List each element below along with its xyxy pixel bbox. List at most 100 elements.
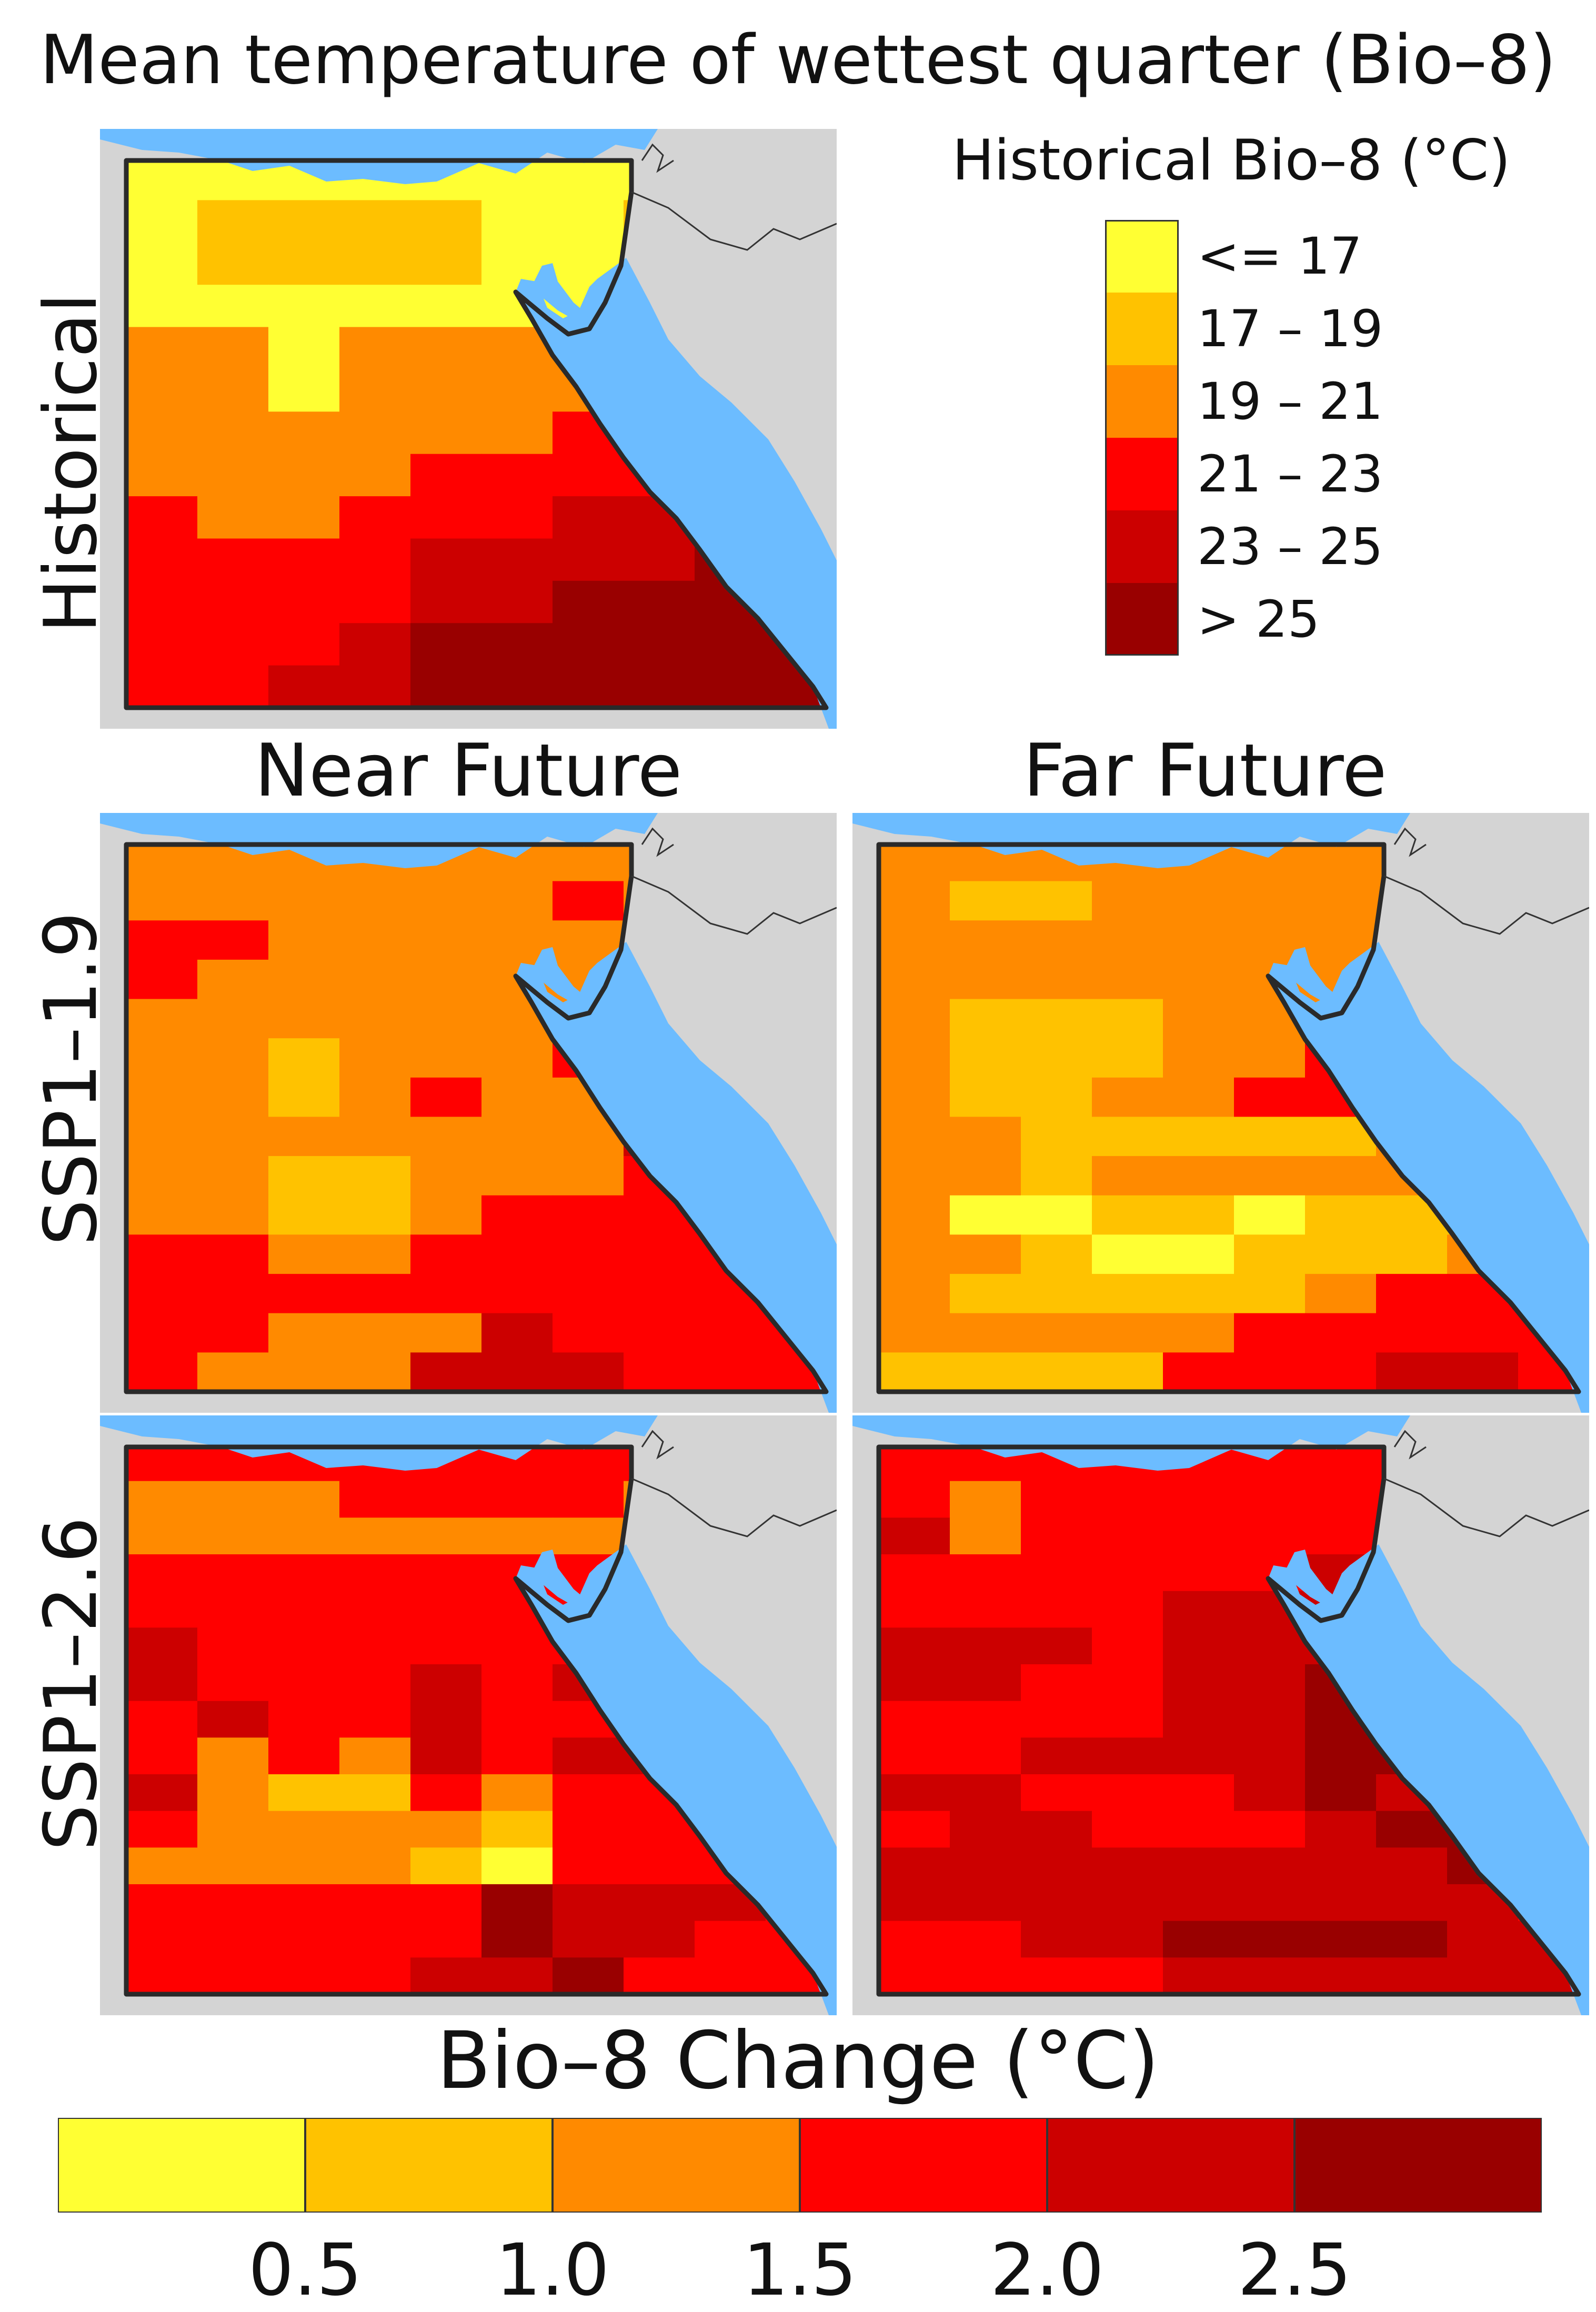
grid-cell [1234, 1884, 1306, 1922]
grid-cell [1092, 1664, 1163, 1702]
grid-cell [1163, 1077, 1234, 1118]
map-panel-ssp126-near-future [100, 1415, 837, 2015]
grid-cell [1163, 1957, 1234, 1994]
grid-cell [339, 959, 411, 1000]
country-border [124, 842, 829, 1394]
grid-cell [339, 1737, 411, 1775]
grid-cell [339, 1957, 411, 1994]
neighbor-border [641, 1430, 674, 1460]
grid-cell [1163, 1274, 1234, 1314]
grid-cell [1021, 1921, 1092, 1958]
grid-cell [410, 285, 482, 328]
grid-cell [197, 999, 269, 1039]
gulf-of-suez [531, 1550, 589, 1607]
grid-cell [410, 1664, 482, 1702]
grid-cell [126, 1591, 198, 1628]
grid-cell [553, 1774, 624, 1812]
mediterranean-sea [852, 813, 1410, 868]
grid-cell [1092, 1313, 1163, 1353]
grid-cell [197, 1077, 269, 1118]
colorbar-tick-label: 1.5 [742, 2229, 857, 2312]
grid-cell [268, 1957, 340, 1994]
grid-cell [950, 1195, 1021, 1235]
grid-cell [339, 200, 411, 243]
grid-cell [197, 1884, 269, 1922]
grid-cell [339, 580, 411, 624]
neighbor-border [1393, 827, 1427, 857]
grid-cell [624, 1884, 695, 1922]
grid-cell [268, 881, 340, 921]
grid-cell [268, 623, 340, 666]
grid-cell [1163, 1195, 1234, 1235]
map-panel-ssp126-far-future [852, 1415, 1589, 2015]
mediterranean-sea [852, 1415, 1410, 1471]
grid-cell [126, 1117, 198, 1157]
grid-cell [879, 999, 950, 1039]
grid-cell [1092, 1957, 1163, 1994]
neighbor-border [1393, 1430, 1427, 1460]
ssp126-far-future-change-map [852, 1415, 1589, 2015]
country-border [124, 1444, 829, 1997]
grid-cell [1234, 1481, 1306, 1518]
grid-cell [1021, 920, 1092, 960]
grid-cell [268, 920, 340, 960]
grid-cell [1376, 1957, 1448, 1994]
grid-cell [268, 327, 340, 370]
grid-cell [339, 1701, 411, 1738]
grid-cell [1092, 1811, 1163, 1848]
grid-cell [553, 1811, 624, 1848]
grid-cell [950, 1517, 1021, 1555]
grid-cell [1234, 1234, 1306, 1274]
grid-cell [950, 1038, 1021, 1078]
grid-cell [1092, 1921, 1163, 1958]
grid-cell [879, 920, 950, 960]
grid-cell [950, 1274, 1021, 1314]
grid-cell [1163, 959, 1234, 1000]
grid-cell [553, 1481, 624, 1518]
ssp126-near-future-change-map [100, 1415, 837, 2015]
grid-cell [339, 1774, 411, 1812]
legend-swatch-class-6 [1105, 583, 1179, 656]
grid-cell [481, 1481, 553, 1518]
grid-cell [197, 1517, 269, 1555]
grid-cell [879, 1481, 950, 1518]
grid-cell [268, 454, 340, 497]
grid-cell [1163, 1313, 1234, 1353]
grid-cell [481, 1234, 553, 1274]
legend-swatch-class-1 [1105, 220, 1179, 293]
grid-cell [339, 1517, 411, 1555]
grid-cell [879, 1274, 950, 1314]
grid-cell [197, 411, 269, 455]
grid-cell [197, 881, 269, 921]
grid-cell [481, 1077, 553, 1118]
grid-cell [879, 1737, 950, 1775]
grid-cell [339, 1352, 411, 1392]
grid-cell [339, 1811, 411, 1848]
grid-cell [879, 1077, 950, 1118]
grid-cell [950, 1701, 1021, 1738]
grid-cell [126, 1517, 198, 1555]
grid-cell [950, 1921, 1021, 1958]
grid-cell [553, 845, 624, 882]
grid-cell [339, 411, 411, 455]
column-title-far-future: Far Future [1023, 728, 1387, 813]
grid-cell [481, 1811, 553, 1848]
grid-cell [481, 1156, 553, 1196]
neighbor-border [1383, 1477, 1589, 1537]
grid-cell [1163, 1921, 1234, 1958]
grid-cell [339, 1884, 411, 1922]
grid-cell [553, 1847, 624, 1885]
grid-cell [126, 496, 198, 539]
grid-cell [553, 1156, 624, 1196]
grid-cell [339, 1195, 411, 1235]
grid-cell [950, 1884, 1021, 1922]
grid-cell [481, 1274, 553, 1314]
grid-cell [1021, 1481, 1092, 1518]
grid-cell [879, 1847, 950, 1885]
grid-cell [268, 1117, 340, 1157]
grid-cell [410, 580, 482, 624]
grid-cell [410, 623, 482, 666]
grid-cell [268, 285, 340, 328]
grid-cell [410, 1313, 482, 1353]
colorbar-segment-4 [800, 2118, 1047, 2213]
